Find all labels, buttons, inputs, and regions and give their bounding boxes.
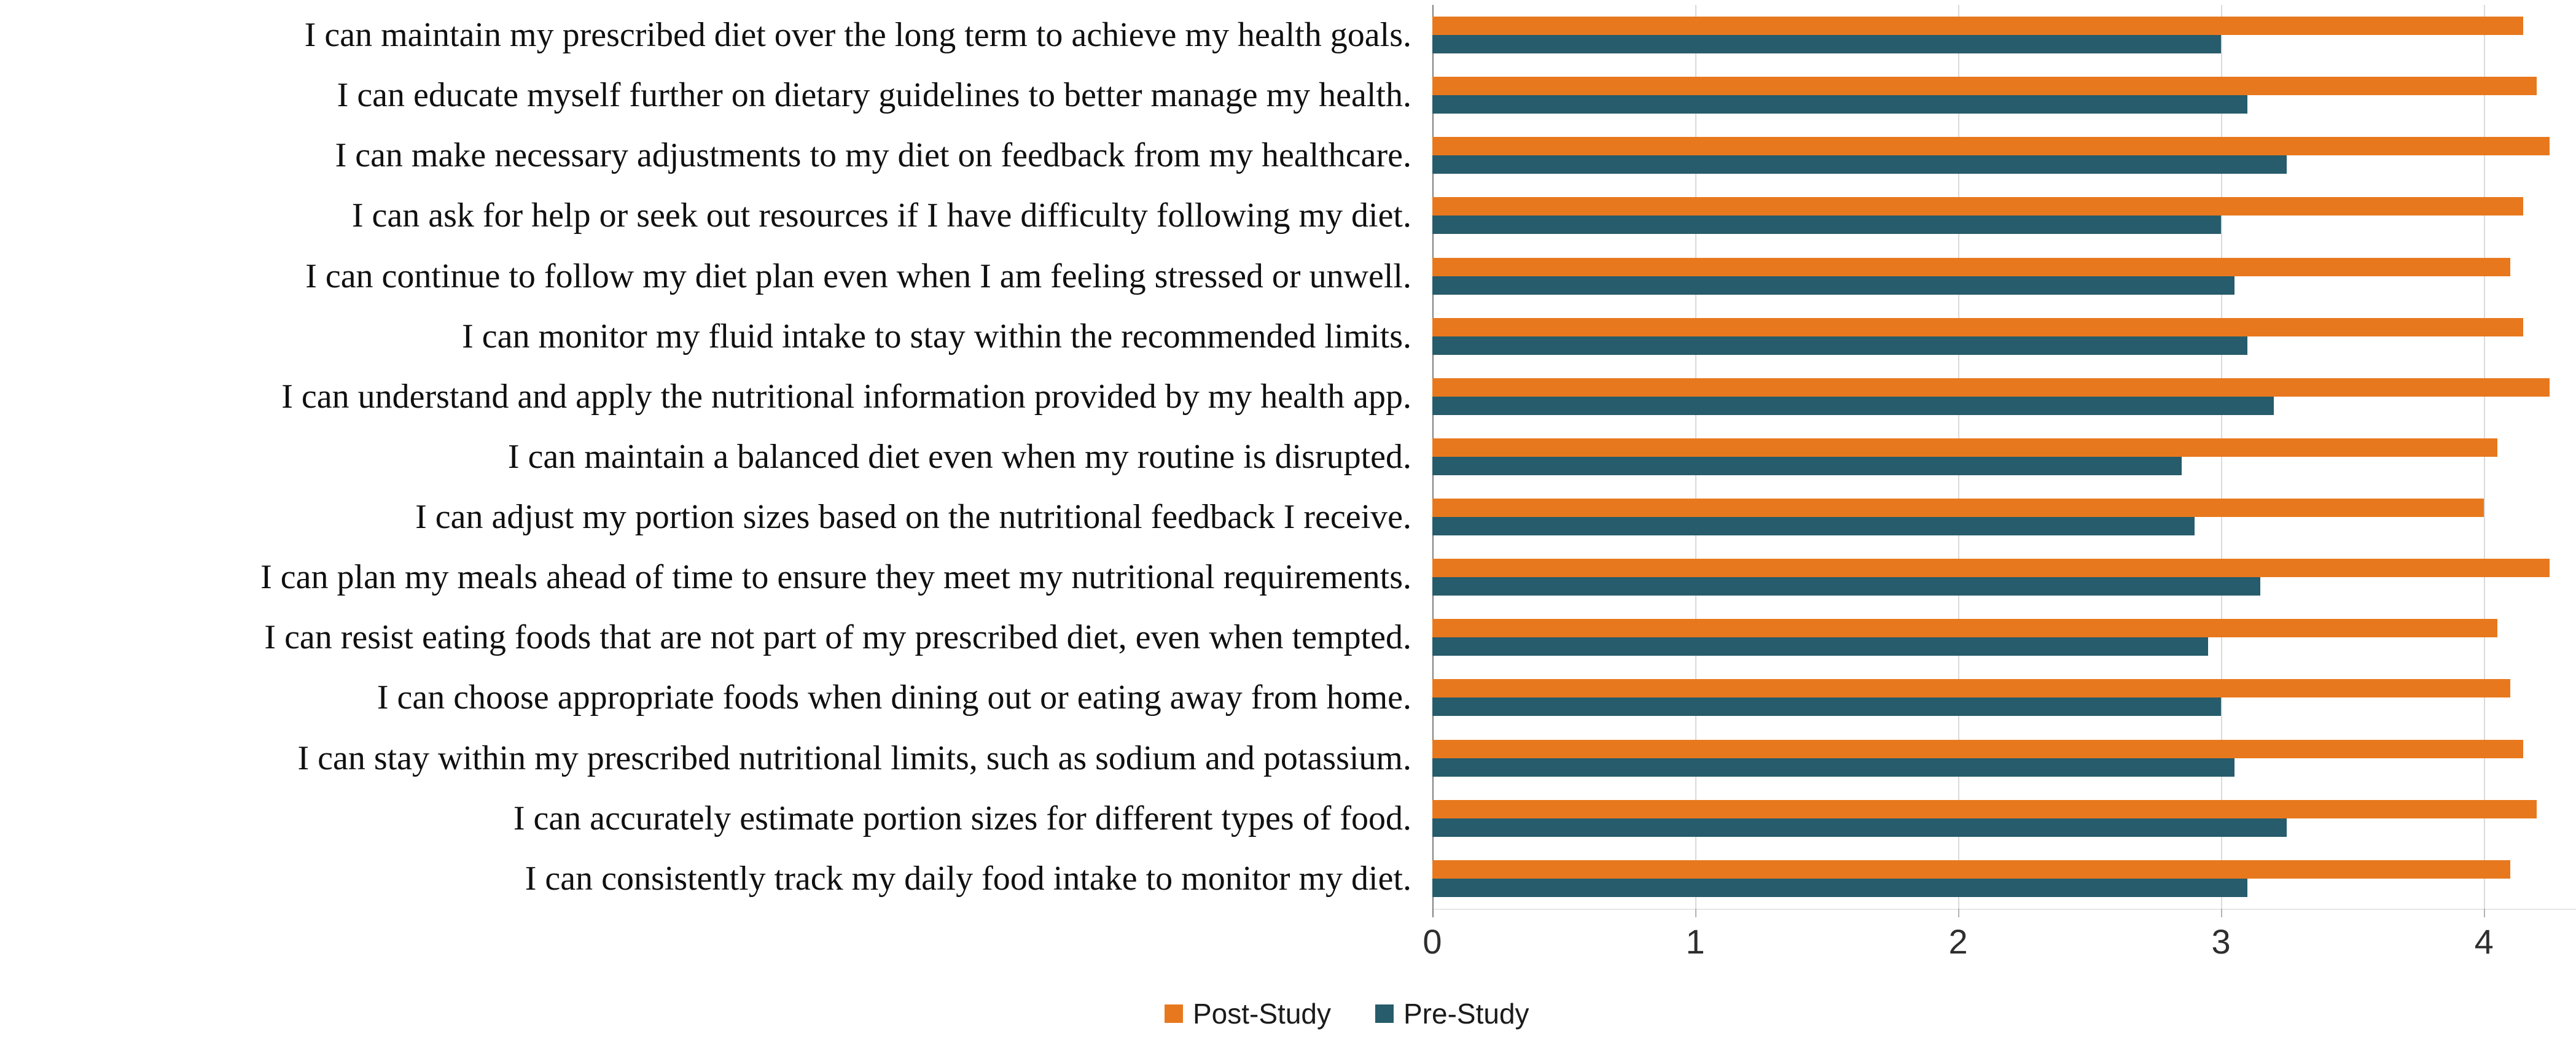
x-axis-tick: [2484, 909, 2486, 917]
category-label: I can maintain a balanced diet even when…: [507, 437, 1411, 476]
pre-study-swatch-icon: [1375, 1004, 1394, 1023]
category-label: I can consistently track my daily food i…: [525, 859, 1411, 898]
bar-pair-row: [1432, 125, 2576, 185]
gridline: [2221, 5, 2223, 909]
bar-post-study: [1432, 137, 2550, 156]
bar-pre-study: [1432, 155, 2287, 174]
bar-post-study: [1432, 378, 2550, 397]
category-label: I can accurately estimate portion sizes …: [513, 799, 1411, 837]
bar-pair-row: [1432, 788, 2576, 849]
bar-pre-study: [1432, 216, 2222, 235]
x-axis-tick: [1695, 909, 1697, 917]
bar-pair-row: [1432, 487, 2576, 547]
gridline: [2484, 5, 2486, 909]
bar-pair-row: [1432, 367, 2576, 427]
bar-pre-study: [1432, 878, 2247, 897]
category-label: I can choose appropriate foods when dini…: [377, 678, 1411, 717]
x-axis-tick: [1432, 909, 1434, 917]
bar-post-study: [1432, 17, 2524, 36]
bar-post-study: [1432, 197, 2524, 216]
bar-post-study: [1432, 438, 2497, 457]
category-label: I can make necessary adjustments to my d…: [335, 136, 1411, 175]
x-tick-label: 1: [1685, 922, 1705, 961]
x-tick-label: 3: [2211, 922, 2231, 961]
bar-pre-study: [1432, 336, 2247, 355]
bar-pre-study: [1432, 697, 2222, 717]
bar-pair-row: [1432, 667, 2576, 728]
category-label: I can continue to follow my diet plan ev…: [305, 257, 1411, 295]
x-tick-label: 4: [2474, 922, 2494, 961]
category-label: I can maintain my prescribed diet over t…: [304, 16, 1411, 55]
bar-pair-row: [1432, 65, 2576, 125]
plot-area: [1432, 5, 2576, 910]
category-label: I can plan my meals ahead of time to ens…: [260, 558, 1411, 597]
x-axis-tick: [2221, 909, 2223, 917]
bar-pre-study: [1432, 456, 2182, 475]
bar-post-study: [1432, 559, 2550, 578]
legend-item-pre-study: Pre-Study: [1375, 997, 1529, 1030]
bar-pair-row: [1432, 5, 2576, 65]
legend: Post-Study Pre-Study: [1165, 997, 1529, 1030]
category-label: I can understand and apply the nutrition…: [281, 377, 1411, 416]
category-label: I can resist eating foods that are not p…: [264, 618, 1411, 657]
bar-post-study: [1432, 317, 2524, 336]
category-label: I can adjust my portion sizes based on t…: [415, 498, 1411, 537]
bar-pre-study: [1432, 35, 2222, 54]
bar-pair-row: [1432, 728, 2576, 788]
x-tick-label: 0: [1423, 922, 1442, 961]
category-label: I can monitor my fluid intake to stay wi…: [462, 317, 1411, 355]
bar-post-study: [1432, 499, 2484, 518]
bar-post-study: [1432, 679, 2510, 698]
bar-pair-row: [1432, 427, 2576, 487]
bar-rows: [1432, 5, 2576, 909]
bar-pre-study: [1432, 396, 2274, 415]
bar-post-study: [1432, 619, 2497, 638]
bar-pair-row: [1432, 185, 2576, 246]
category-label: I can stay within my prescribed nutritio…: [297, 739, 1411, 777]
bar-pre-study: [1432, 637, 2208, 656]
bar-pre-study: [1432, 818, 2287, 837]
bar-post-study: [1432, 77, 2537, 96]
x-tick-label: 2: [1948, 922, 1968, 961]
bar-pre-study: [1432, 95, 2247, 114]
bar-pre-study: [1432, 577, 2261, 596]
bar-pair-row: [1432, 547, 2576, 607]
category-label: I can ask for help or seek out resources…: [351, 196, 1411, 235]
bar-post-study: [1432, 860, 2510, 879]
bar-pair-row: [1432, 246, 2576, 306]
bar-pre-study: [1432, 517, 2195, 536]
bar-pair-row: [1432, 607, 2576, 667]
category-label: I can educate myself further on dietary …: [337, 76, 1411, 115]
category-labels-column: I can maintain my prescribed diet over t…: [0, 5, 1432, 909]
bar-post-study: [1432, 257, 2510, 276]
bar-pre-study: [1432, 276, 2234, 295]
x-axis-tick: [1958, 909, 1960, 917]
legend-item-post-study: Post-Study: [1165, 997, 1331, 1030]
bar-post-study: [1432, 739, 2524, 758]
bar-pair-row: [1432, 849, 2576, 909]
bar-post-study: [1432, 799, 2537, 818]
legend-label-post-study: Post-Study: [1193, 998, 1331, 1030]
bar-pair-row: [1432, 306, 2576, 367]
bar-pre-study: [1432, 758, 2234, 777]
legend-label-pre-study: Pre-Study: [1403, 998, 1529, 1030]
post-study-swatch-icon: [1165, 1004, 1183, 1023]
